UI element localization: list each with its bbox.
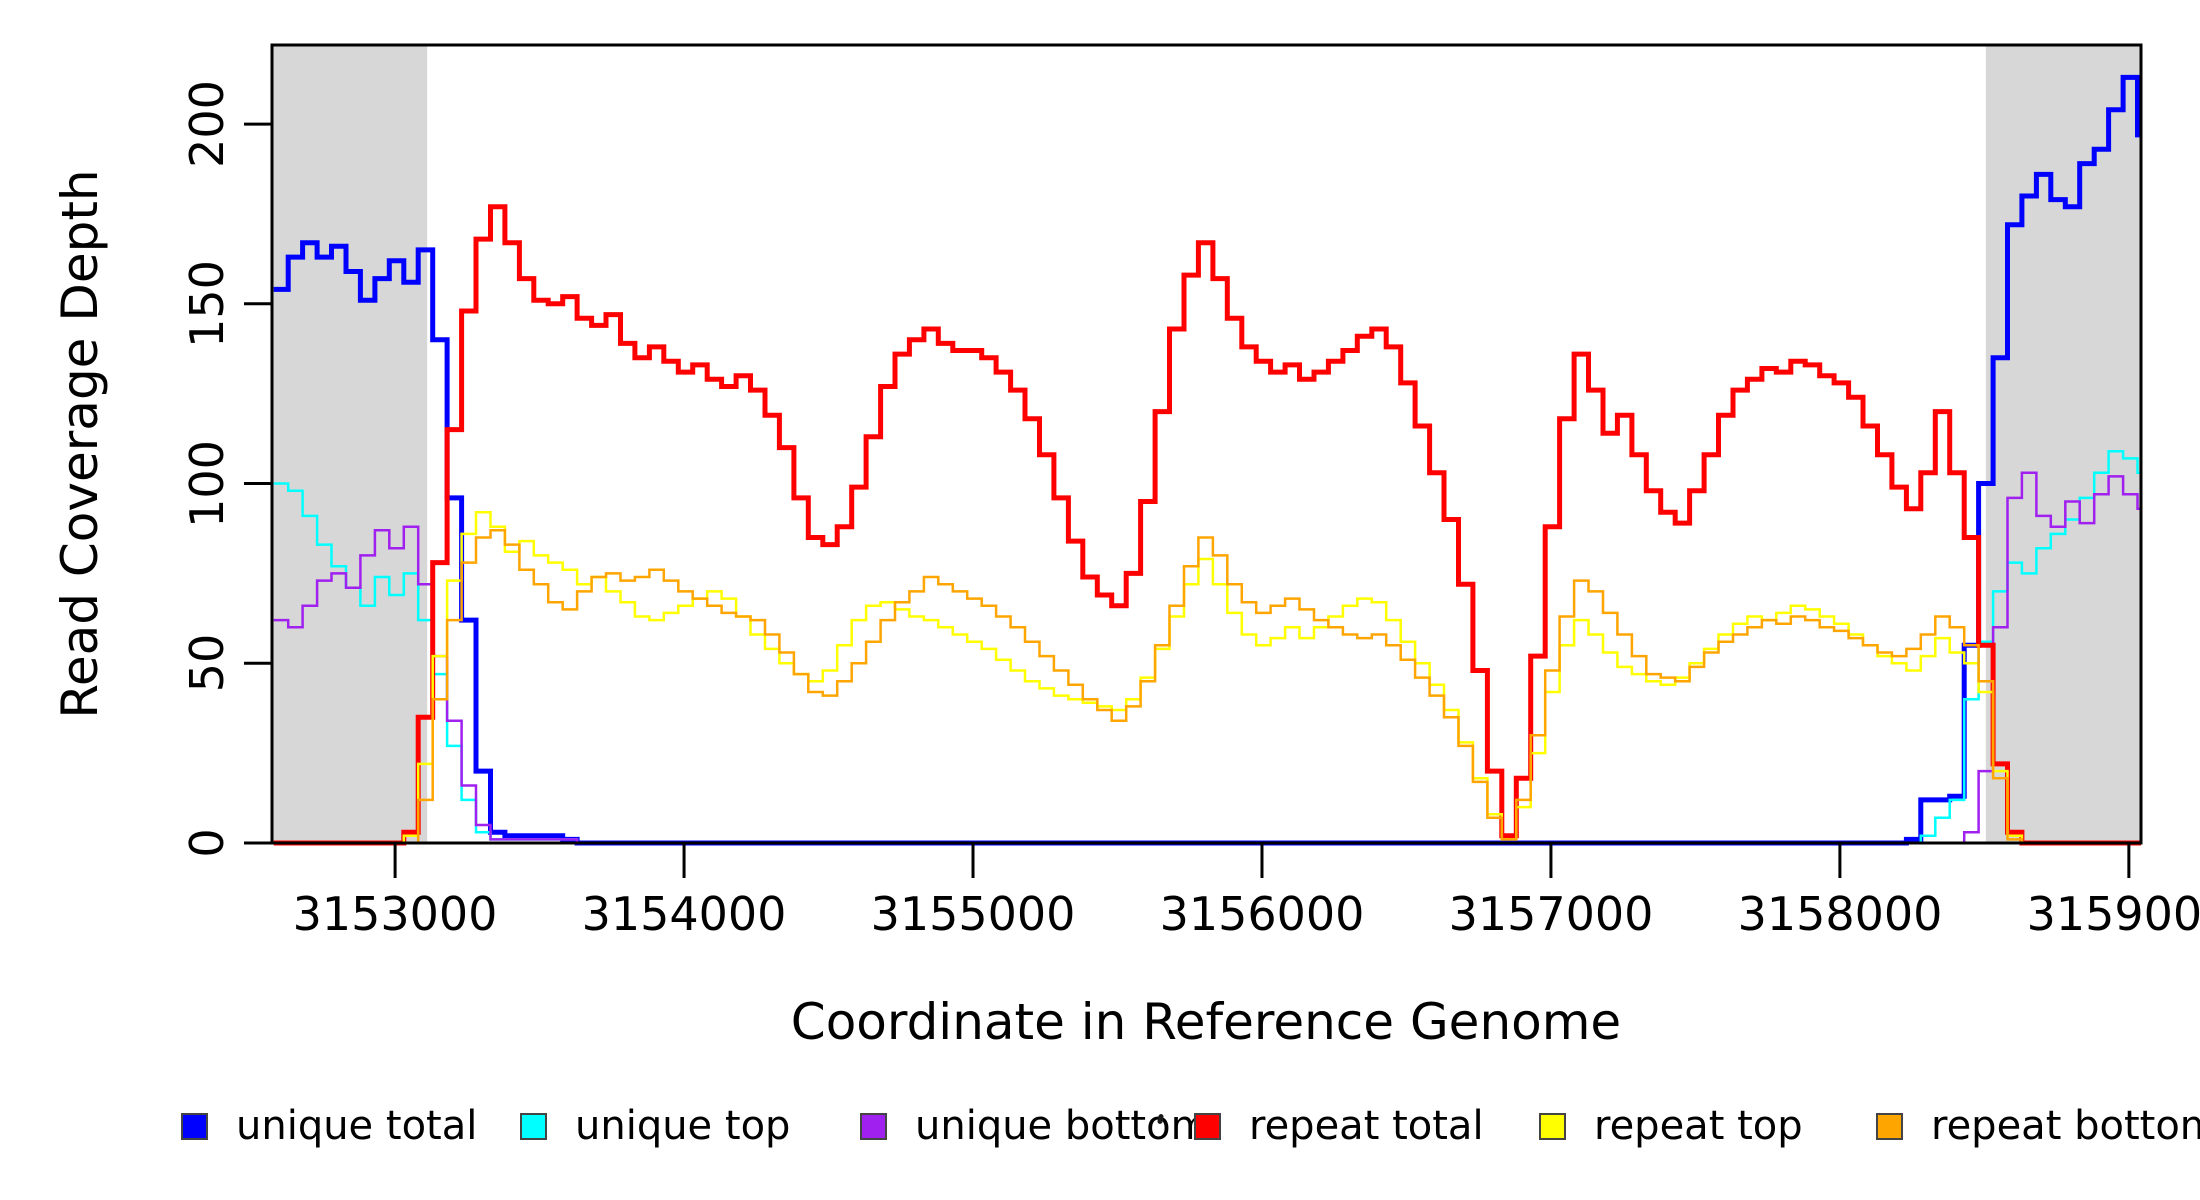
series-line-repeat-bottom xyxy=(273,529,2141,845)
shaded-region-0 xyxy=(272,46,428,842)
shaded-region-1 xyxy=(1985,46,2141,842)
legend-label: unique total xyxy=(236,1103,478,1149)
repeat-bottom-swatch-icon xyxy=(1876,1112,1903,1140)
legend-label: repeat bottom xyxy=(1931,1103,2200,1149)
x-tick-label-3154000: 3154000 xyxy=(581,887,787,941)
repeat-total-swatch-icon xyxy=(1194,1112,1221,1140)
x-tick-label-3159000: 3159000 xyxy=(2026,887,2200,941)
series-line-unique-total xyxy=(273,74,2141,846)
x-tick-label-3153000: 3153000 xyxy=(292,887,498,941)
y-tick-label-200: 200 xyxy=(180,80,234,168)
plot-border xyxy=(270,43,2143,845)
legend-label: repeat top xyxy=(1594,1103,1803,1149)
y-tick-label-100: 100 xyxy=(180,440,234,528)
series-line-repeat-top xyxy=(273,511,2141,845)
unique-total-swatch-icon xyxy=(181,1112,208,1140)
y-tick-label-150: 150 xyxy=(180,260,234,348)
legend-item-repeat-total: repeat total xyxy=(1194,1106,1484,1146)
legend-item-unique-bottom: unique bottom xyxy=(860,1106,1210,1146)
series-line-unique-top xyxy=(273,449,2141,845)
unique-bottom-swatch-icon xyxy=(860,1112,887,1140)
y-tick-label-0: 0 xyxy=(180,828,234,858)
x-tick-label-3156000: 3156000 xyxy=(1159,887,1365,941)
legend-item-repeat-top: repeat top xyxy=(1539,1106,1803,1146)
y-axis-title: Read Coverage Depth xyxy=(51,169,109,719)
legend-item-repeat-bottom: repeat bottom xyxy=(1876,1106,2200,1146)
series-line-unique-bottom xyxy=(273,471,2141,845)
series-line-repeat-total xyxy=(273,204,2141,846)
y-tick-label-50: 50 xyxy=(180,633,234,693)
x-axis-title: Coordinate in Reference Genome xyxy=(790,993,1622,1051)
unique-top-swatch-icon xyxy=(520,1112,547,1140)
legend-item-unique-total: unique total xyxy=(181,1106,477,1146)
repeat-top-swatch-icon xyxy=(1539,1112,1566,1140)
x-tick-label-3155000: 3155000 xyxy=(870,887,1076,941)
legend-label: unique top xyxy=(575,1103,791,1149)
legend-label: repeat total xyxy=(1249,1103,1484,1149)
legend-item-unique-top: unique top xyxy=(520,1106,790,1146)
x-tick-label-3157000: 3157000 xyxy=(1448,887,1654,941)
x-tick-label-3158000: 3158000 xyxy=(1737,887,1943,941)
legend-label: unique bottom xyxy=(915,1103,1210,1149)
